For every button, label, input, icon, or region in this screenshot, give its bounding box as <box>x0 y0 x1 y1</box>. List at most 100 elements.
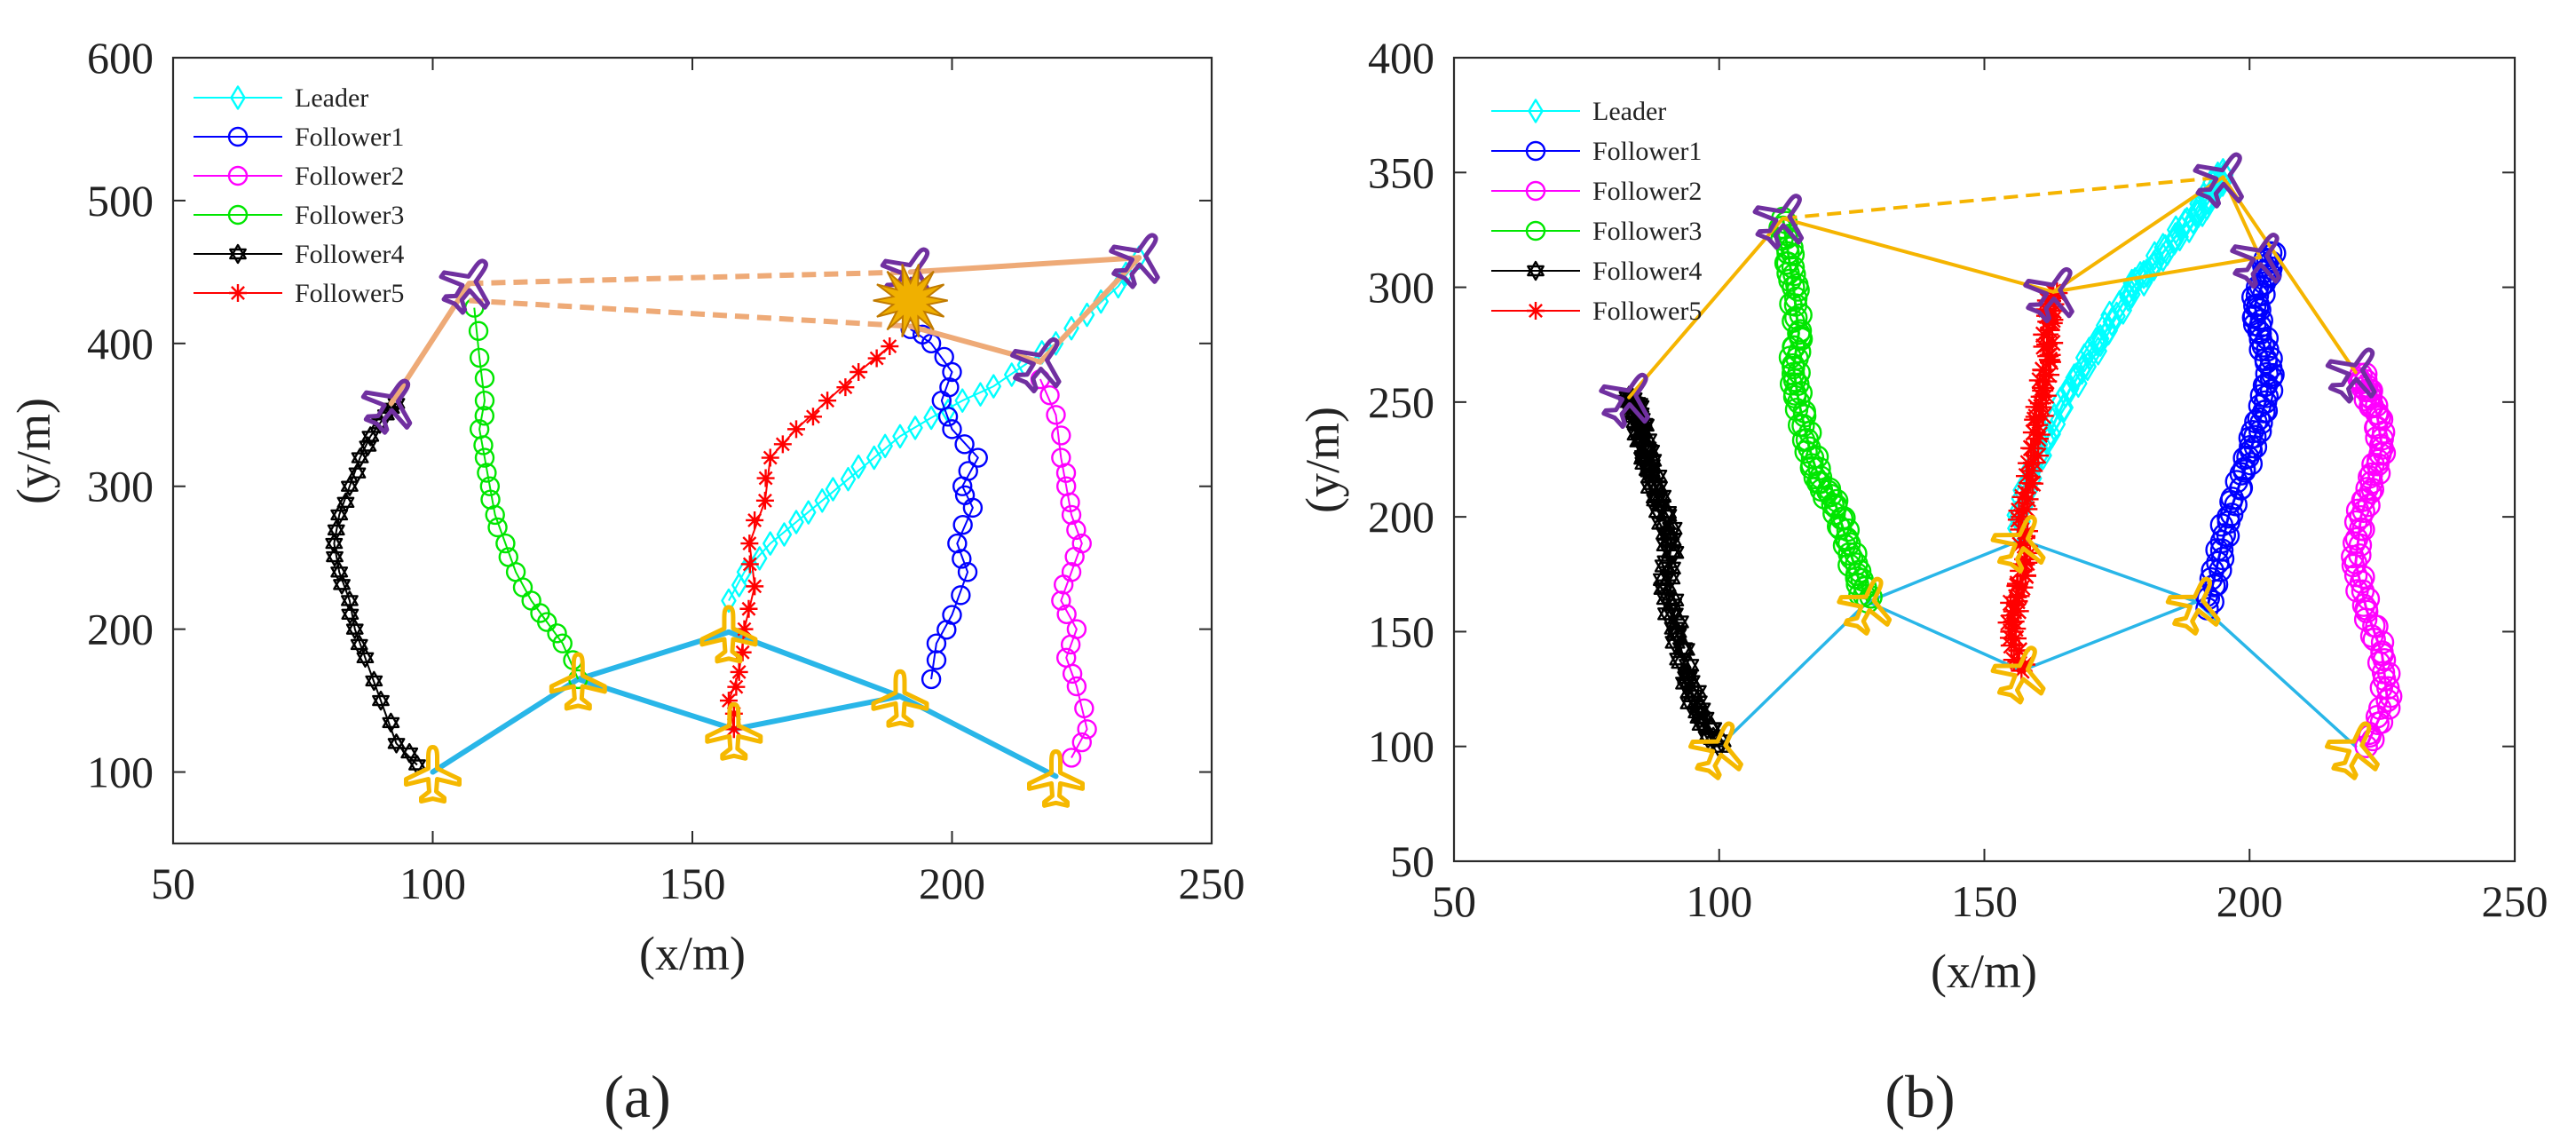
data-point <box>2030 385 2052 408</box>
data-point <box>2027 414 2049 436</box>
data-point <box>733 643 752 661</box>
y-tick-label: 200 <box>87 605 154 654</box>
data-point <box>2032 360 2054 382</box>
formation-final-link <box>2051 255 2263 294</box>
panel-label-a: (a) <box>604 1063 670 1130</box>
y-tick-label: 150 <box>1368 606 1434 656</box>
data-point <box>923 405 939 431</box>
x-tick-label: 150 <box>1951 876 2018 926</box>
data-point <box>2014 482 2036 504</box>
data-point <box>849 363 868 381</box>
formation-initial-link <box>2194 600 2358 748</box>
y-tick-labels-b: 50 100 150 200 250 300 350 400 <box>1368 33 1434 886</box>
data-point <box>2019 472 2042 495</box>
data-point <box>2011 506 2033 528</box>
x-axis-label-a: (x/m) <box>639 927 746 980</box>
data-point <box>1071 533 1092 554</box>
data-point <box>1051 590 1071 611</box>
formation-final-link <box>2221 175 2358 375</box>
aircraft-initial-icon <box>699 605 758 664</box>
legend-entry: Follower3 <box>295 201 404 230</box>
data-point <box>867 349 886 368</box>
legend-marker <box>1528 99 1544 123</box>
data-point <box>2008 639 2030 661</box>
data-point <box>727 677 746 696</box>
data-point <box>2043 419 2061 449</box>
formation-initial-link <box>1866 538 2024 604</box>
formation-final-link <box>2051 175 2225 294</box>
x-tick-label: 150 <box>660 859 726 908</box>
data-point <box>2021 460 2043 482</box>
data-point <box>1781 361 1806 386</box>
data-point <box>952 515 973 535</box>
aircraft-initial-icon <box>2324 721 2380 780</box>
data-point <box>907 416 923 440</box>
legend-entry: Follower4 <box>1592 257 1702 286</box>
formation-initial-link <box>1718 600 1869 748</box>
data-point <box>2078 352 2097 382</box>
x-tick-label: 50 <box>151 859 195 908</box>
data-point <box>776 522 793 547</box>
data-point <box>469 419 490 439</box>
ticks-a <box>172 57 1213 843</box>
panel-a: Leader Follower1 Follower2 Follower3 Followe… <box>7 33 1245 1130</box>
data-point <box>2255 384 2280 408</box>
data-point <box>2003 649 2025 671</box>
data-point <box>1066 619 1087 639</box>
data-point <box>2349 517 2373 542</box>
data-point <box>1821 493 1845 517</box>
data-point <box>336 492 355 513</box>
y-tick-label: 500 <box>87 176 154 226</box>
data-point <box>1054 574 1074 595</box>
data-point <box>1066 676 1087 697</box>
data-point <box>942 419 962 439</box>
data-point <box>2028 424 2051 446</box>
data-point <box>866 445 882 471</box>
data-point <box>719 692 738 710</box>
data-point <box>942 605 962 625</box>
data-point <box>2259 366 2284 390</box>
x-tick-label: 100 <box>399 859 466 908</box>
data-point <box>1794 439 1818 464</box>
data-point <box>330 504 349 526</box>
data-point <box>1829 517 1853 541</box>
data-point <box>350 634 368 655</box>
data-point <box>498 547 518 567</box>
data-point <box>487 517 508 538</box>
formation-final-link-dashed <box>469 297 911 329</box>
data-point <box>1051 447 1071 468</box>
data-point <box>958 461 978 481</box>
legend-entry: Follower5 <box>295 279 404 308</box>
data-point <box>850 454 866 479</box>
aircraft-initial-icon <box>1027 748 1085 808</box>
data-point <box>724 704 743 723</box>
formation-initial-link <box>2019 600 2199 673</box>
panel-label-b: (b) <box>1885 1063 1955 1130</box>
data-point <box>1004 362 1020 387</box>
data-point <box>2042 332 2064 354</box>
legend-entry: Follower3 <box>1592 217 1702 246</box>
data-point <box>957 562 978 582</box>
data-point <box>892 424 908 449</box>
data-point <box>2351 579 2375 603</box>
data-point <box>877 433 893 459</box>
data-point <box>408 755 426 775</box>
data-point <box>477 463 497 483</box>
legend-marker <box>1527 260 1545 281</box>
data-point <box>1046 405 1066 425</box>
data-point <box>495 533 516 554</box>
data-point <box>474 406 495 426</box>
data-point <box>2359 480 2382 504</box>
data-point <box>2005 586 2027 608</box>
data-point <box>2351 593 2376 617</box>
data-point <box>1061 504 1082 526</box>
data-point <box>2087 327 2106 356</box>
data-point <box>2219 503 2244 526</box>
x-tick-label: 250 <box>2482 876 2548 926</box>
series-follower1 <box>2194 241 2287 621</box>
data-point <box>951 585 971 606</box>
data-point <box>787 420 805 439</box>
aircraft-final-icon <box>1752 194 1805 250</box>
series-follower4 <box>1616 385 1732 758</box>
data-point <box>926 650 947 670</box>
